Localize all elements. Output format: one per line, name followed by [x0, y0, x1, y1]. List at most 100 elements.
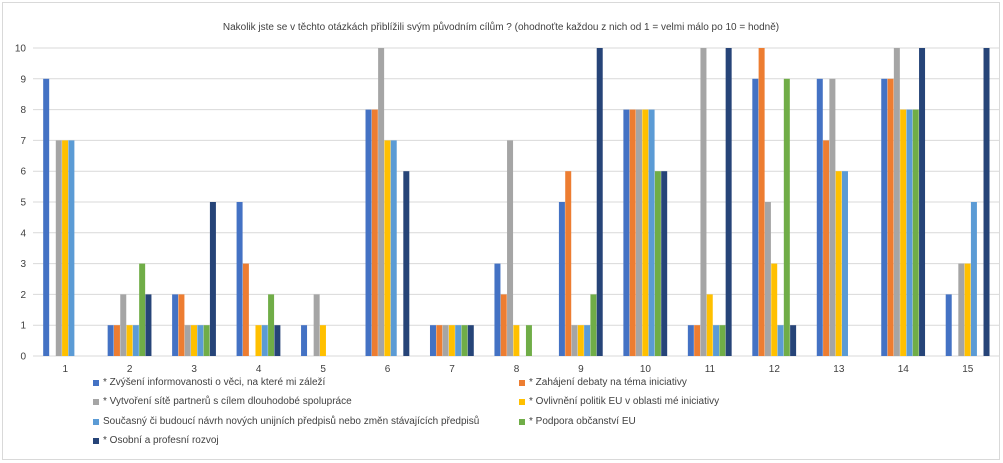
bar: [906, 109, 913, 356]
bar: [500, 294, 507, 356]
y-tick-label: 3: [20, 259, 26, 270]
y-tick-label: 1: [20, 321, 26, 332]
bar: [823, 140, 830, 356]
bar: [242, 263, 249, 356]
x-tick-label: 7: [449, 364, 455, 375]
bar: [43, 78, 50, 357]
bar: [274, 325, 281, 356]
bar: [642, 109, 649, 356]
y-tick-label: 6: [20, 167, 26, 178]
bar: [448, 325, 455, 356]
y-tick-label: 9: [20, 74, 26, 85]
bar: [126, 325, 133, 356]
bar: [635, 109, 642, 356]
bar: [596, 48, 603, 356]
y-tick-label: 0: [20, 352, 26, 363]
y-tick-label: 8: [20, 105, 26, 116]
bar: [62, 140, 69, 356]
bar: [590, 294, 597, 356]
bar: [577, 325, 584, 356]
bar: [313, 294, 320, 356]
x-tick-label: 12: [769, 364, 781, 375]
bar: [648, 109, 655, 356]
bar: [623, 109, 630, 356]
bar: [706, 294, 713, 356]
bar: [145, 294, 152, 356]
bar: [841, 171, 848, 356]
bar: [184, 325, 191, 356]
bar: [758, 48, 765, 356]
bar: [958, 263, 965, 356]
bar: [565, 171, 572, 356]
bar: [191, 325, 198, 356]
bar: [945, 294, 952, 356]
y-tick-label: 4: [20, 228, 26, 239]
x-tick-label: 6: [385, 364, 391, 375]
chart-title: Nakolik jste se v těchto otázkách přiblí…: [223, 21, 779, 33]
bar: [429, 325, 436, 356]
x-tick-label: 15: [962, 364, 974, 375]
bar: [132, 325, 139, 356]
bar: [494, 263, 501, 356]
bar: [384, 140, 391, 356]
bar: [197, 325, 204, 356]
bar: [139, 263, 146, 356]
bar: [236, 202, 243, 356]
x-tick-label: 3: [191, 364, 197, 375]
bar: [829, 78, 836, 357]
bar: [816, 78, 823, 357]
bar: [571, 325, 578, 356]
bar: [301, 325, 308, 356]
bar: [507, 140, 514, 356]
x-tick-label: 8: [514, 364, 520, 375]
x-tick-label: 2: [127, 364, 133, 375]
bar: [584, 325, 591, 356]
bar: [912, 109, 919, 356]
bar: [558, 202, 565, 356]
y-axis: 0 1 2 3 4 5 6 7 8 9 10: [15, 44, 27, 363]
bar: [764, 202, 771, 356]
bar: [442, 325, 449, 356]
x-tick-label: 1: [62, 364, 68, 375]
bar: [771, 263, 778, 356]
bar: [970, 202, 977, 356]
bar: [436, 325, 443, 356]
bar: [55, 140, 62, 356]
bar: [900, 109, 907, 356]
x-tick-label: 10: [640, 364, 652, 375]
bar: [687, 325, 694, 356]
bar: [68, 140, 75, 356]
bar: [783, 78, 790, 357]
y-tick-label: 10: [15, 44, 27, 55]
bar: [964, 263, 971, 356]
bar: [365, 109, 372, 356]
bar: [455, 325, 462, 356]
bar: [203, 325, 210, 356]
bar: [525, 325, 532, 356]
y-tick-label: 2: [20, 290, 26, 301]
bar: [378, 48, 385, 356]
bar: [403, 171, 410, 356]
y-tick-label: 5: [20, 198, 26, 209]
bar: [268, 294, 275, 356]
bar: [887, 78, 894, 357]
bar: [654, 171, 661, 356]
bar: [661, 171, 668, 356]
bar: [261, 325, 268, 356]
bar: [777, 325, 784, 356]
bar: [629, 109, 636, 356]
bar: [919, 48, 926, 356]
bar: [461, 325, 468, 356]
bar: [893, 48, 900, 356]
bar: [983, 48, 990, 356]
x-tick-label: 13: [833, 364, 845, 375]
bar: [107, 325, 114, 356]
bar: [209, 202, 216, 356]
x-tick-label: 5: [320, 364, 326, 375]
bar: [390, 140, 397, 356]
bar: [371, 109, 378, 356]
bar: [467, 325, 474, 356]
bar: [719, 325, 726, 356]
x-axis: 1 2 3 4 5 6 7 8 9 10 11 12 13 14 15: [62, 364, 973, 375]
x-tick-label: 14: [898, 364, 910, 375]
